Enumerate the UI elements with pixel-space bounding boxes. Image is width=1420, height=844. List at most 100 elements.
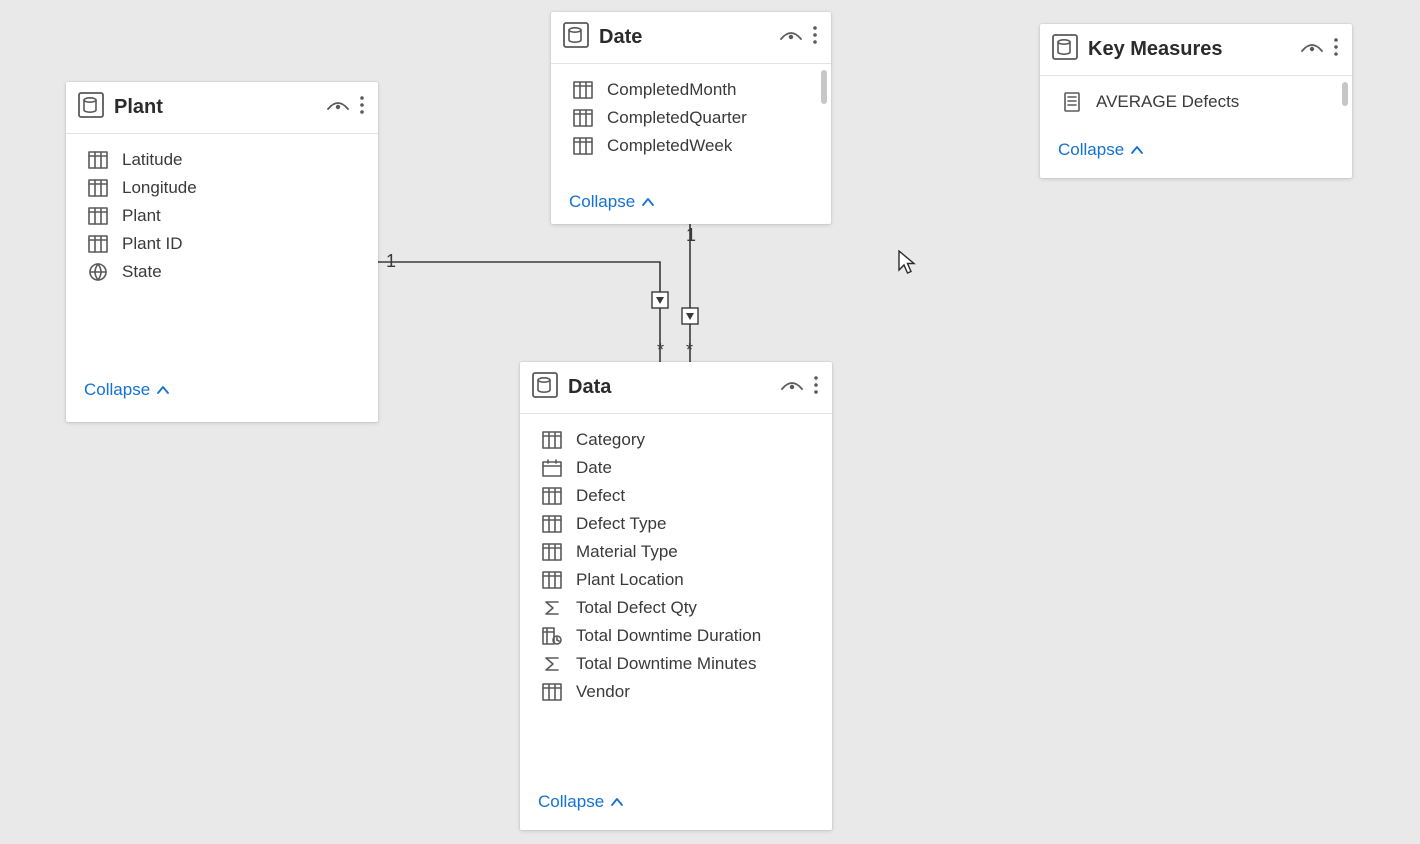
field-row[interactable]: Plant [66,202,378,230]
measure-icon [1062,92,1082,112]
cardinality-label: * [657,340,664,361]
column-icon [542,515,562,533]
visibility-icon[interactable] [326,96,350,119]
field-row[interactable]: Latitude [66,146,378,174]
table-title: Key Measures [1088,38,1292,61]
field-row[interactable]: Total Downtime Minutes [520,650,832,678]
field-label: CompletedMonth [607,80,736,100]
column-icon [542,543,562,561]
column-icon [542,487,562,505]
more-options-icon[interactable] [812,375,820,400]
field-row[interactable]: Material Type [520,538,832,566]
field-row[interactable]: Vendor [520,678,832,706]
table-icon [563,22,589,53]
field-label: Total Defect Qty [576,598,697,618]
sigma-icon [542,655,562,673]
field-row[interactable]: CompletedMonth [551,76,831,104]
field-row[interactable]: Plant ID [66,230,378,258]
collapse-label: Collapse [538,792,604,812]
table-card-key-measures[interactable]: Key Measures AVERAGE Defects Collapse [1040,24,1352,178]
column-icon [542,683,562,701]
duration-icon [542,627,562,645]
field-label: Category [576,430,645,450]
table-header[interactable]: Data [520,362,832,414]
scrollbar-thumb[interactable] [821,70,827,104]
field-label: Plant ID [122,234,182,254]
cardinality-label: * [686,340,693,361]
table-header[interactable]: Key Measures [1040,24,1352,76]
column-icon [88,151,108,169]
table-fields: Latitude Longitude Plant Plant ID State [66,134,378,374]
collapse-toggle[interactable]: Collapse [66,374,378,412]
table-icon [1052,34,1078,65]
chevron-up-icon [1130,140,1144,160]
more-options-icon[interactable] [358,95,366,120]
table-header[interactable]: Date [551,12,831,64]
field-label: Plant Location [576,570,684,590]
calendar-icon [542,459,562,477]
collapse-toggle[interactable]: Collapse [520,786,832,824]
field-row[interactable]: Plant Location [520,566,832,594]
field-label: Longitude [122,178,197,198]
field-row[interactable]: CompletedWeek [551,132,831,160]
table-title: Date [599,26,771,49]
collapse-label: Collapse [569,192,635,212]
table-fields: AVERAGE Defects [1040,76,1352,134]
column-icon [88,235,108,253]
table-card-plant[interactable]: Plant Latitude Longitude Plant Plant ID Stat… [66,82,378,422]
column-icon [542,431,562,449]
field-row[interactable]: AVERAGE Defects [1040,88,1352,116]
field-row[interactable]: Defect Type [520,510,832,538]
field-label: Defect [576,486,625,506]
more-options-icon[interactable] [811,25,819,50]
field-label: Material Type [576,542,678,562]
field-row[interactable]: Category [520,426,832,454]
chevron-up-icon [156,380,170,400]
table-title: Data [568,376,772,399]
field-label: Date [576,458,612,478]
collapse-label: Collapse [1058,140,1124,160]
collapse-toggle[interactable]: Collapse [1040,134,1352,172]
model-canvas[interactable]: 1 * 1 * Plant Latitude Longitude Plant Plant I… [0,0,1420,844]
field-row[interactable]: Date [520,454,832,482]
field-row[interactable]: CompletedQuarter [551,104,831,132]
visibility-icon[interactable] [1300,38,1324,61]
field-label: State [122,262,162,282]
globe-icon [88,262,108,282]
field-row[interactable]: Defect [520,482,832,510]
field-row[interactable]: State [66,258,378,286]
column-icon [542,571,562,589]
collapse-toggle[interactable]: Collapse [551,186,831,224]
chevron-up-icon [610,792,624,812]
table-icon [78,92,104,123]
table-title: Plant [114,96,318,119]
scrollbar-thumb[interactable] [1342,82,1348,106]
mouse-cursor-icon [898,250,918,276]
field-label: Plant [122,206,161,226]
column-icon [573,137,593,155]
more-options-icon[interactable] [1332,37,1340,62]
field-label: CompletedWeek [607,136,732,156]
field-label: Defect Type [576,514,666,534]
column-icon [573,109,593,127]
sigma-icon [542,599,562,617]
table-card-data[interactable]: Data Category Date Defect Defect Type Materi… [520,362,832,830]
column-icon [573,81,593,99]
column-icon [88,179,108,197]
column-icon [88,207,108,225]
table-icon [532,372,558,403]
visibility-icon[interactable] [779,26,803,49]
field-label: Total Downtime Duration [576,626,761,646]
chevron-up-icon [641,192,655,212]
cardinality-label: 1 [686,225,696,246]
table-header[interactable]: Plant [66,82,378,134]
field-row[interactable]: Longitude [66,174,378,202]
cardinality-label: 1 [386,251,396,272]
visibility-icon[interactable] [780,376,804,399]
field-row[interactable]: Total Defect Qty [520,594,832,622]
table-fields: CompletedMonth CompletedQuarter CompletedW… [551,64,831,186]
field-label: Total Downtime Minutes [576,654,756,674]
table-fields: Category Date Defect Defect Type Material Ty… [520,414,832,786]
field-row[interactable]: Total Downtime Duration [520,622,832,650]
table-card-date[interactable]: Date CompletedMonthCompletedQuarterCompl… [551,12,831,224]
